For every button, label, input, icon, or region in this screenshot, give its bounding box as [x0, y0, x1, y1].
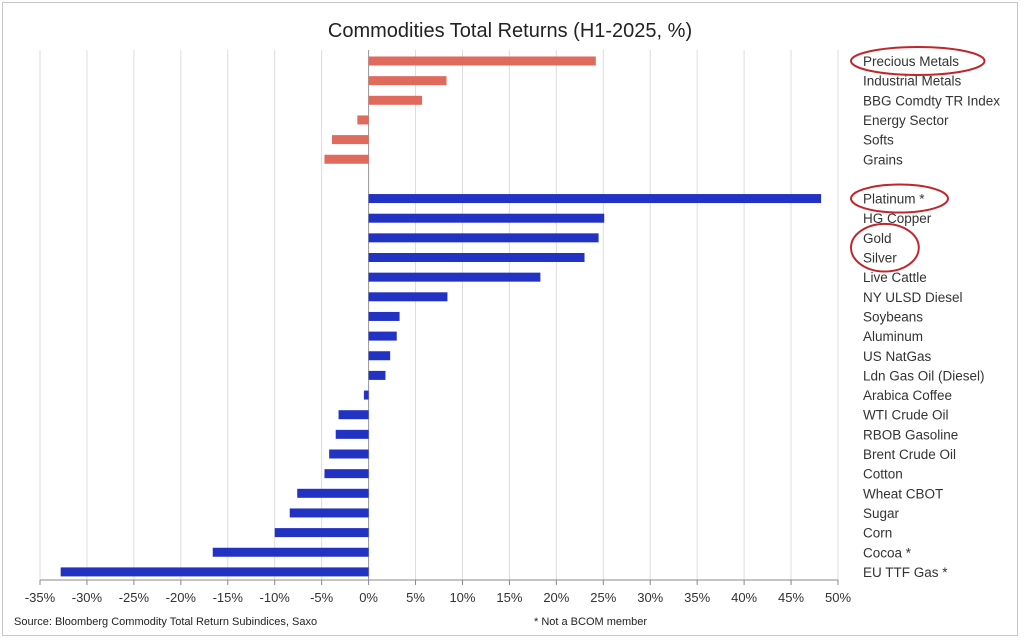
bar-energy-sector: [357, 115, 369, 125]
bar-gold: [368, 233, 599, 243]
category-label: Live Cattle: [863, 270, 927, 285]
highlight-ring: [850, 222, 920, 273]
x-tick-label: 50%: [825, 590, 851, 605]
category-label: Precious Metals: [863, 54, 959, 69]
category-label: WTI Crude Oil: [863, 408, 949, 423]
x-tick-label: 0%: [359, 590, 378, 605]
bar-eu-ttf-gas: [60, 567, 369, 577]
bar-ldn-gas-oil-diesel: [368, 370, 386, 380]
bar-corn: [274, 528, 369, 538]
category-label: Brent Crude Oil: [863, 447, 956, 462]
x-tick-label: 15%: [496, 590, 522, 605]
highlight-circles: [850, 46, 986, 273]
bar-silver: [368, 253, 585, 262]
highlight-ring: [850, 46, 986, 76]
bar-us-natgas: [368, 351, 391, 361]
x-tick-label: 45%: [778, 590, 804, 605]
category-label: Ldn Gas Oil (Diesel): [863, 368, 985, 383]
category-label: HG Copper: [863, 211, 932, 226]
x-tick-label: 20%: [543, 590, 569, 605]
bar-brent-crude-oil: [329, 449, 369, 459]
x-tick-labels: -35% -30% -25% -20% -15% -10% -5% 0% 5% 10% 15% 20%…: [25, 590, 852, 605]
category-label: Industrial Metals: [863, 74, 962, 89]
category-label: Cotton: [863, 467, 903, 482]
x-tick-label: -15%: [213, 590, 244, 605]
bar-wheat-cbot: [297, 488, 369, 498]
bar-live-cattle: [368, 272, 541, 282]
category-label: Corn: [863, 526, 892, 541]
x-tick-label: 40%: [731, 590, 757, 605]
x-tick-label: 5%: [406, 590, 425, 605]
footnote: * Not a BCOM member: [534, 616, 648, 628]
x-tick-label: -25%: [119, 590, 150, 605]
gridlines: [39, 50, 839, 585]
bar-cotton: [324, 469, 369, 479]
bar-grains: [324, 154, 369, 164]
category-label: US NatGas: [863, 349, 932, 364]
bar-ny-ulsd-diesel: [368, 292, 448, 302]
x-tick-label: -5%: [310, 590, 334, 605]
category-label: Grains: [863, 152, 903, 167]
category-label: Soybeans: [863, 309, 923, 324]
x-tick-label: -30%: [72, 590, 103, 605]
category-label: Aluminum: [863, 329, 923, 344]
chart-title: Commodities Total Returns (H1-2025, %): [328, 20, 692, 42]
bar-hg-copper: [368, 213, 605, 223]
bars: [60, 56, 822, 577]
x-tick-label: 10%: [449, 590, 475, 605]
category-label: Silver: [863, 251, 897, 266]
bar-wti-crude-oil: [338, 410, 369, 420]
category-label: NY ULSD Diesel: [863, 290, 963, 305]
bar-precious-metals: [368, 56, 596, 66]
x-tick-label: 30%: [637, 590, 663, 605]
bar-bbg-comdty-tr-index: [368, 95, 423, 105]
category-label: BBG Comdty TR Index: [863, 93, 1000, 108]
x-tick-label: -20%: [166, 590, 197, 605]
category-label: Softs: [863, 133, 894, 148]
x-tick-label: -10%: [260, 590, 291, 605]
highlight-ring: [850, 183, 949, 214]
bar-arabica-coffee: [363, 390, 369, 400]
category-label: Wheat CBOT: [863, 486, 943, 501]
x-tick-label: 25%: [590, 590, 616, 605]
bar-softs: [331, 135, 369, 145]
category-labels: Precious Metals Industrial Metals BBG Comd…: [863, 54, 1000, 580]
bar-soybeans: [368, 311, 400, 321]
category-label: Energy Sector: [863, 113, 949, 128]
category-label: Sugar: [863, 506, 900, 521]
bar-platinum: [368, 194, 822, 204]
category-label: Arabica Coffee: [863, 388, 952, 403]
category-label: EU TTF Gas *: [863, 565, 948, 580]
bar-rbob-gasoline: [335, 429, 369, 439]
category-label: RBOB Gasoline: [863, 427, 958, 442]
category-label: Cocoa *: [863, 545, 912, 560]
category-label: Gold: [863, 231, 892, 246]
bar-sugar: [289, 508, 369, 518]
bar-aluminum: [368, 331, 397, 341]
source-note: Source: Bloomberg Commodity Total Return…: [14, 616, 318, 628]
bar-industrial-metals: [368, 76, 447, 86]
category-label: Platinum *: [863, 192, 925, 207]
bar-cocoa: [212, 547, 369, 557]
x-tick-label: -35%: [25, 590, 56, 605]
x-tick-label: 35%: [684, 590, 710, 605]
